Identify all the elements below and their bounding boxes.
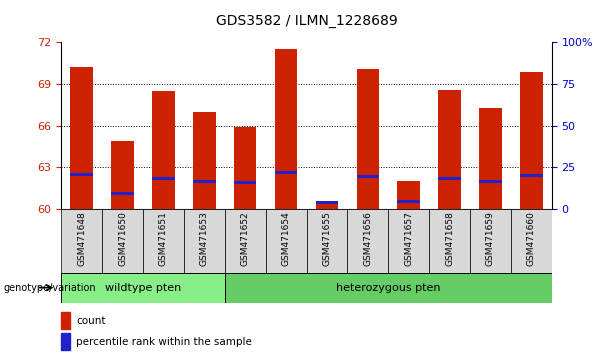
Bar xyxy=(520,72,543,209)
Bar xyxy=(438,90,461,209)
Bar xyxy=(470,209,511,273)
Bar xyxy=(193,179,216,183)
Text: wildtype pten: wildtype pten xyxy=(105,282,181,293)
Bar xyxy=(479,108,501,209)
Text: GSM471650: GSM471650 xyxy=(118,211,127,266)
Bar xyxy=(112,141,134,209)
Bar xyxy=(520,174,543,177)
Bar xyxy=(511,209,552,273)
Bar xyxy=(193,112,216,209)
Bar xyxy=(275,50,297,209)
Bar xyxy=(397,181,420,209)
Bar xyxy=(61,273,225,303)
Bar xyxy=(234,127,256,209)
Bar xyxy=(357,176,379,178)
Text: GSM471660: GSM471660 xyxy=(527,211,536,266)
Bar xyxy=(275,171,297,174)
Text: GSM471658: GSM471658 xyxy=(445,211,454,266)
Bar xyxy=(265,209,306,273)
Text: GSM471648: GSM471648 xyxy=(77,211,86,266)
Bar xyxy=(357,69,379,209)
Text: genotype/variation: genotype/variation xyxy=(3,282,96,293)
Bar xyxy=(70,173,93,176)
Bar xyxy=(429,209,470,273)
Bar xyxy=(348,209,388,273)
Text: count: count xyxy=(76,316,105,326)
Bar xyxy=(152,177,175,180)
Bar xyxy=(61,312,70,329)
Bar xyxy=(388,209,429,273)
Text: GSM471656: GSM471656 xyxy=(364,211,372,266)
Bar xyxy=(70,68,93,209)
Bar xyxy=(225,209,265,273)
Bar xyxy=(234,181,256,184)
Text: GDS3582 / ILMN_1228689: GDS3582 / ILMN_1228689 xyxy=(216,14,397,28)
Text: GSM471659: GSM471659 xyxy=(486,211,495,266)
Text: heterozygous pten: heterozygous pten xyxy=(336,282,441,293)
Text: percentile rank within the sample: percentile rank within the sample xyxy=(76,337,252,347)
Bar xyxy=(143,209,184,273)
Bar xyxy=(112,192,134,195)
Bar xyxy=(479,179,501,183)
Text: GSM471652: GSM471652 xyxy=(241,211,249,266)
Text: GSM471651: GSM471651 xyxy=(159,211,168,266)
Bar xyxy=(61,209,102,273)
Bar xyxy=(316,204,338,209)
Text: GSM471653: GSM471653 xyxy=(200,211,209,266)
Text: GSM471654: GSM471654 xyxy=(281,211,291,266)
Bar xyxy=(316,201,338,204)
Bar xyxy=(102,209,143,273)
Bar xyxy=(438,177,461,180)
Bar xyxy=(306,209,348,273)
Text: GSM471657: GSM471657 xyxy=(404,211,413,266)
Bar xyxy=(152,91,175,209)
Bar xyxy=(184,209,225,273)
Bar xyxy=(225,273,552,303)
Bar xyxy=(397,200,420,204)
Bar xyxy=(61,333,70,350)
Text: GSM471655: GSM471655 xyxy=(322,211,332,266)
